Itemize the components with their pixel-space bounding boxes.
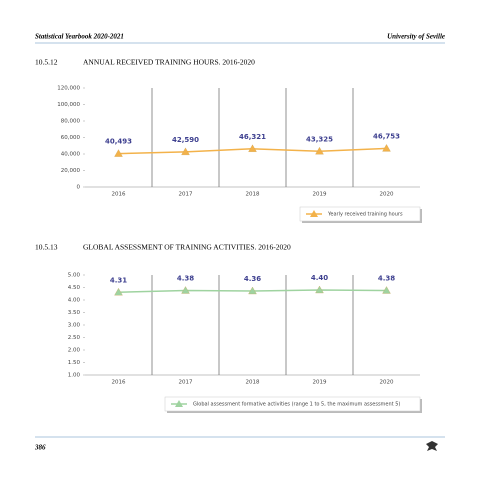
marker (114, 287, 123, 296)
y-tick-label: 40,000 (61, 152, 81, 158)
section-number: 10.5.12 (35, 58, 58, 67)
marker (382, 144, 391, 152)
value-label: 42,590 (172, 136, 199, 144)
x-tick-label: 2020 (380, 192, 394, 198)
section-title: GLOBAL ASSESSMENT OF TRAINING ACTIVITIES… (83, 243, 291, 252)
y-tick-label: 20,000 (61, 168, 81, 174)
marker (382, 286, 391, 294)
value-label: 40,493 (105, 138, 132, 146)
legend-label: Yearly received training hours (327, 212, 403, 218)
x-tick-label: 2019 (313, 380, 327, 386)
x-tick-label: 2018 (246, 192, 260, 198)
value-label: 46,753 (373, 132, 400, 140)
value-label: 4.38 (378, 275, 395, 283)
marker (248, 286, 257, 295)
value-label: 43,325 (306, 135, 333, 143)
marker (114, 149, 123, 157)
x-tick-label: 2017 (179, 380, 193, 386)
header-left: Statistical Yearbook 2020-2021 (35, 33, 124, 41)
y-tick-label: 1.50 (68, 360, 81, 366)
x-tick-label: 2019 (313, 192, 327, 198)
header-right: University of Seville (387, 33, 445, 41)
marker (315, 146, 324, 155)
x-tick-label: 2017 (179, 192, 193, 198)
page-number: 386 (34, 444, 46, 452)
y-tick-label: 2.00 (68, 348, 81, 354)
legend-marker (175, 400, 183, 407)
x-tick-label: 2016 (112, 192, 126, 198)
marker (315, 285, 324, 294)
legend-label: Global assessment formative activities (… (193, 402, 400, 408)
y-tick-label: 4.50 (68, 285, 81, 291)
y-tick-label: 3.50 (68, 310, 81, 316)
y-tick-label: 3.00 (68, 323, 81, 329)
emblem (426, 441, 438, 451)
y-tick-label: 100,000 (57, 102, 80, 108)
section-number: 10.5.13 (35, 243, 58, 252)
x-tick-label: 2018 (246, 380, 260, 386)
value-label: 4.31 (110, 276, 127, 284)
legend-box (164, 396, 421, 412)
x-tick-label: 2020 (380, 380, 394, 386)
y-tick-label: 120,000 (57, 86, 80, 92)
value-label: 4.40 (311, 274, 328, 282)
marker (248, 144, 257, 152)
section-title: ANNUAL RECEIVED TRAINING HOURS. 2016-202… (83, 58, 255, 67)
legend-box (299, 206, 421, 222)
y-tick-label: 60,000 (61, 135, 81, 141)
y-tick-label: 2.50 (68, 335, 81, 341)
marker (181, 147, 190, 156)
y-tick-label: 1.00 (68, 373, 81, 379)
value-label: 4.38 (177, 275, 194, 283)
legend-marker (310, 210, 318, 217)
y-tick-label: 0 (77, 185, 81, 191)
value-label: 46,321 (239, 133, 266, 141)
y-tick-label: 80,000 (61, 119, 81, 125)
y-tick-label: 5.00 (68, 273, 81, 279)
value-label: 4.36 (244, 275, 261, 283)
y-tick-label: 4.00 (68, 298, 81, 304)
x-tick-label: 2016 (112, 380, 126, 386)
marker (181, 286, 190, 294)
